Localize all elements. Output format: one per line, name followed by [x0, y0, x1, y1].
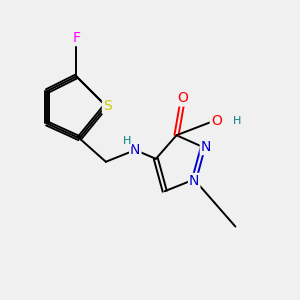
Text: O: O [177, 92, 188, 106]
Text: N: N [201, 140, 211, 154]
Text: S: S [103, 99, 112, 113]
Text: F: F [72, 31, 80, 45]
Text: H: H [233, 116, 241, 126]
Text: O: O [211, 114, 222, 128]
Text: N: N [130, 143, 140, 157]
Text: H: H [123, 136, 131, 146]
Text: N: N [189, 174, 200, 188]
